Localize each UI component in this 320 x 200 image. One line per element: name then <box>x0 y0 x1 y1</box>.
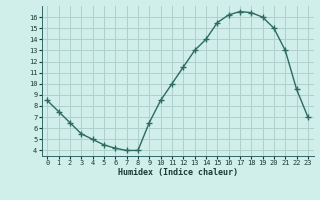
X-axis label: Humidex (Indice chaleur): Humidex (Indice chaleur) <box>118 168 237 177</box>
